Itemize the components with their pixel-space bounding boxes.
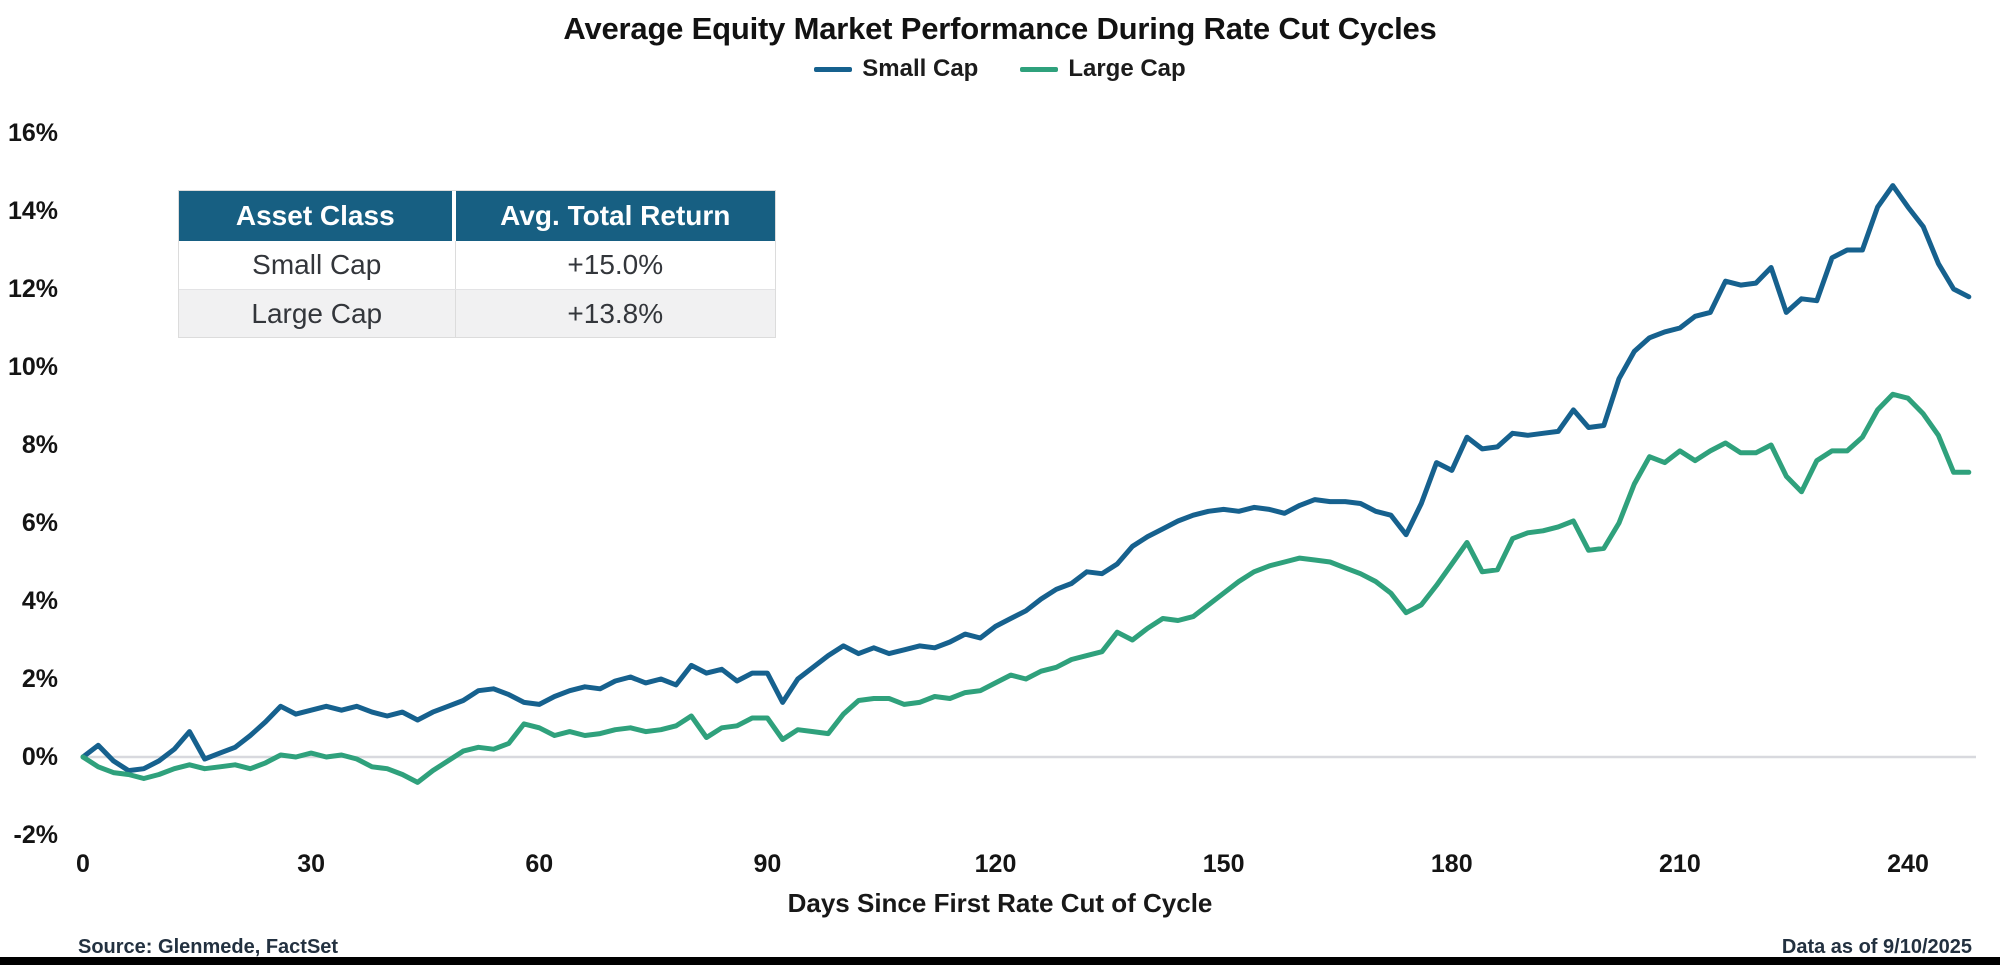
source-note: Source: Glenmede, FactSet	[78, 936, 339, 958]
legend-item-large-cap: Large Cap	[1020, 55, 1186, 83]
table-header-asset-class: Asset Class	[179, 191, 456, 241]
x-tick-30: 30	[297, 850, 326, 878]
legend: Small Cap Large Cap	[0, 54, 2000, 84]
x-tick-150: 150	[1202, 850, 1245, 878]
y-tick-2%: 2%	[21, 665, 58, 693]
x-tick-0: 0	[76, 850, 90, 878]
returns-summary-table: Asset Class Avg. Total Return Small Cap …	[178, 190, 776, 338]
legend-label-small-cap: Small Cap	[862, 55, 979, 82]
small-cap-line	[80, 183, 1972, 774]
y-tick-12%: 12%	[7, 275, 58, 303]
x-tick-240: 240	[1887, 850, 1929, 878]
data-as-of-note: Data as of 9/10/2025	[1781, 936, 1972, 958]
x-tick-120: 120	[974, 850, 1017, 878]
large-cap-line	[80, 391, 1972, 785]
legend-label-large-cap: Large Cap	[1068, 55, 1186, 82]
y-tick-14%: 14%	[7, 197, 58, 225]
legend-item-small-cap: Small Cap	[814, 55, 978, 83]
y-tick-16%: 16%	[7, 119, 58, 147]
small-cap-asset-cell: Small Cap	[179, 241, 456, 289]
small-cap-return-cell: +15.0%	[567, 249, 664, 280]
y-tick--2%: -2%	[13, 821, 58, 849]
x-axis-title: Days Since First Rate Cut of Cycle	[787, 888, 1213, 918]
x-tick-210: 210	[1659, 850, 1701, 878]
x-tick-90: 90	[753, 850, 782, 878]
bottom-accent-bar	[0, 957, 2000, 965]
large-cap-return-cell: +13.8%	[567, 297, 664, 329]
large-cap-asset-cell: Large Cap	[179, 290, 456, 337]
large-cap-line-swatch	[1020, 66, 1059, 72]
y-tick-6%: 6%	[21, 509, 58, 537]
table-header-avg-total-return: Avg. Total Return	[500, 200, 731, 231]
y-tick-10%: 10%	[7, 353, 58, 381]
table-row-large-cap: Large Cap +13.8%	[179, 289, 775, 337]
small-cap-line-swatch	[814, 66, 853, 72]
table-header-row: Asset Class Avg. Total Return	[179, 191, 775, 241]
table-row-small-cap: Small Cap +15.0%	[179, 241, 775, 289]
y-tick-0%: 0%	[21, 743, 58, 771]
y-tick-4%: 4%	[21, 587, 58, 615]
x-tick-60: 60	[525, 850, 554, 878]
y-tick-8%: 8%	[21, 431, 58, 459]
x-tick-180: 180	[1430, 850, 1473, 878]
chart-title: Average Equity Market Performance During…	[563, 11, 1437, 46]
